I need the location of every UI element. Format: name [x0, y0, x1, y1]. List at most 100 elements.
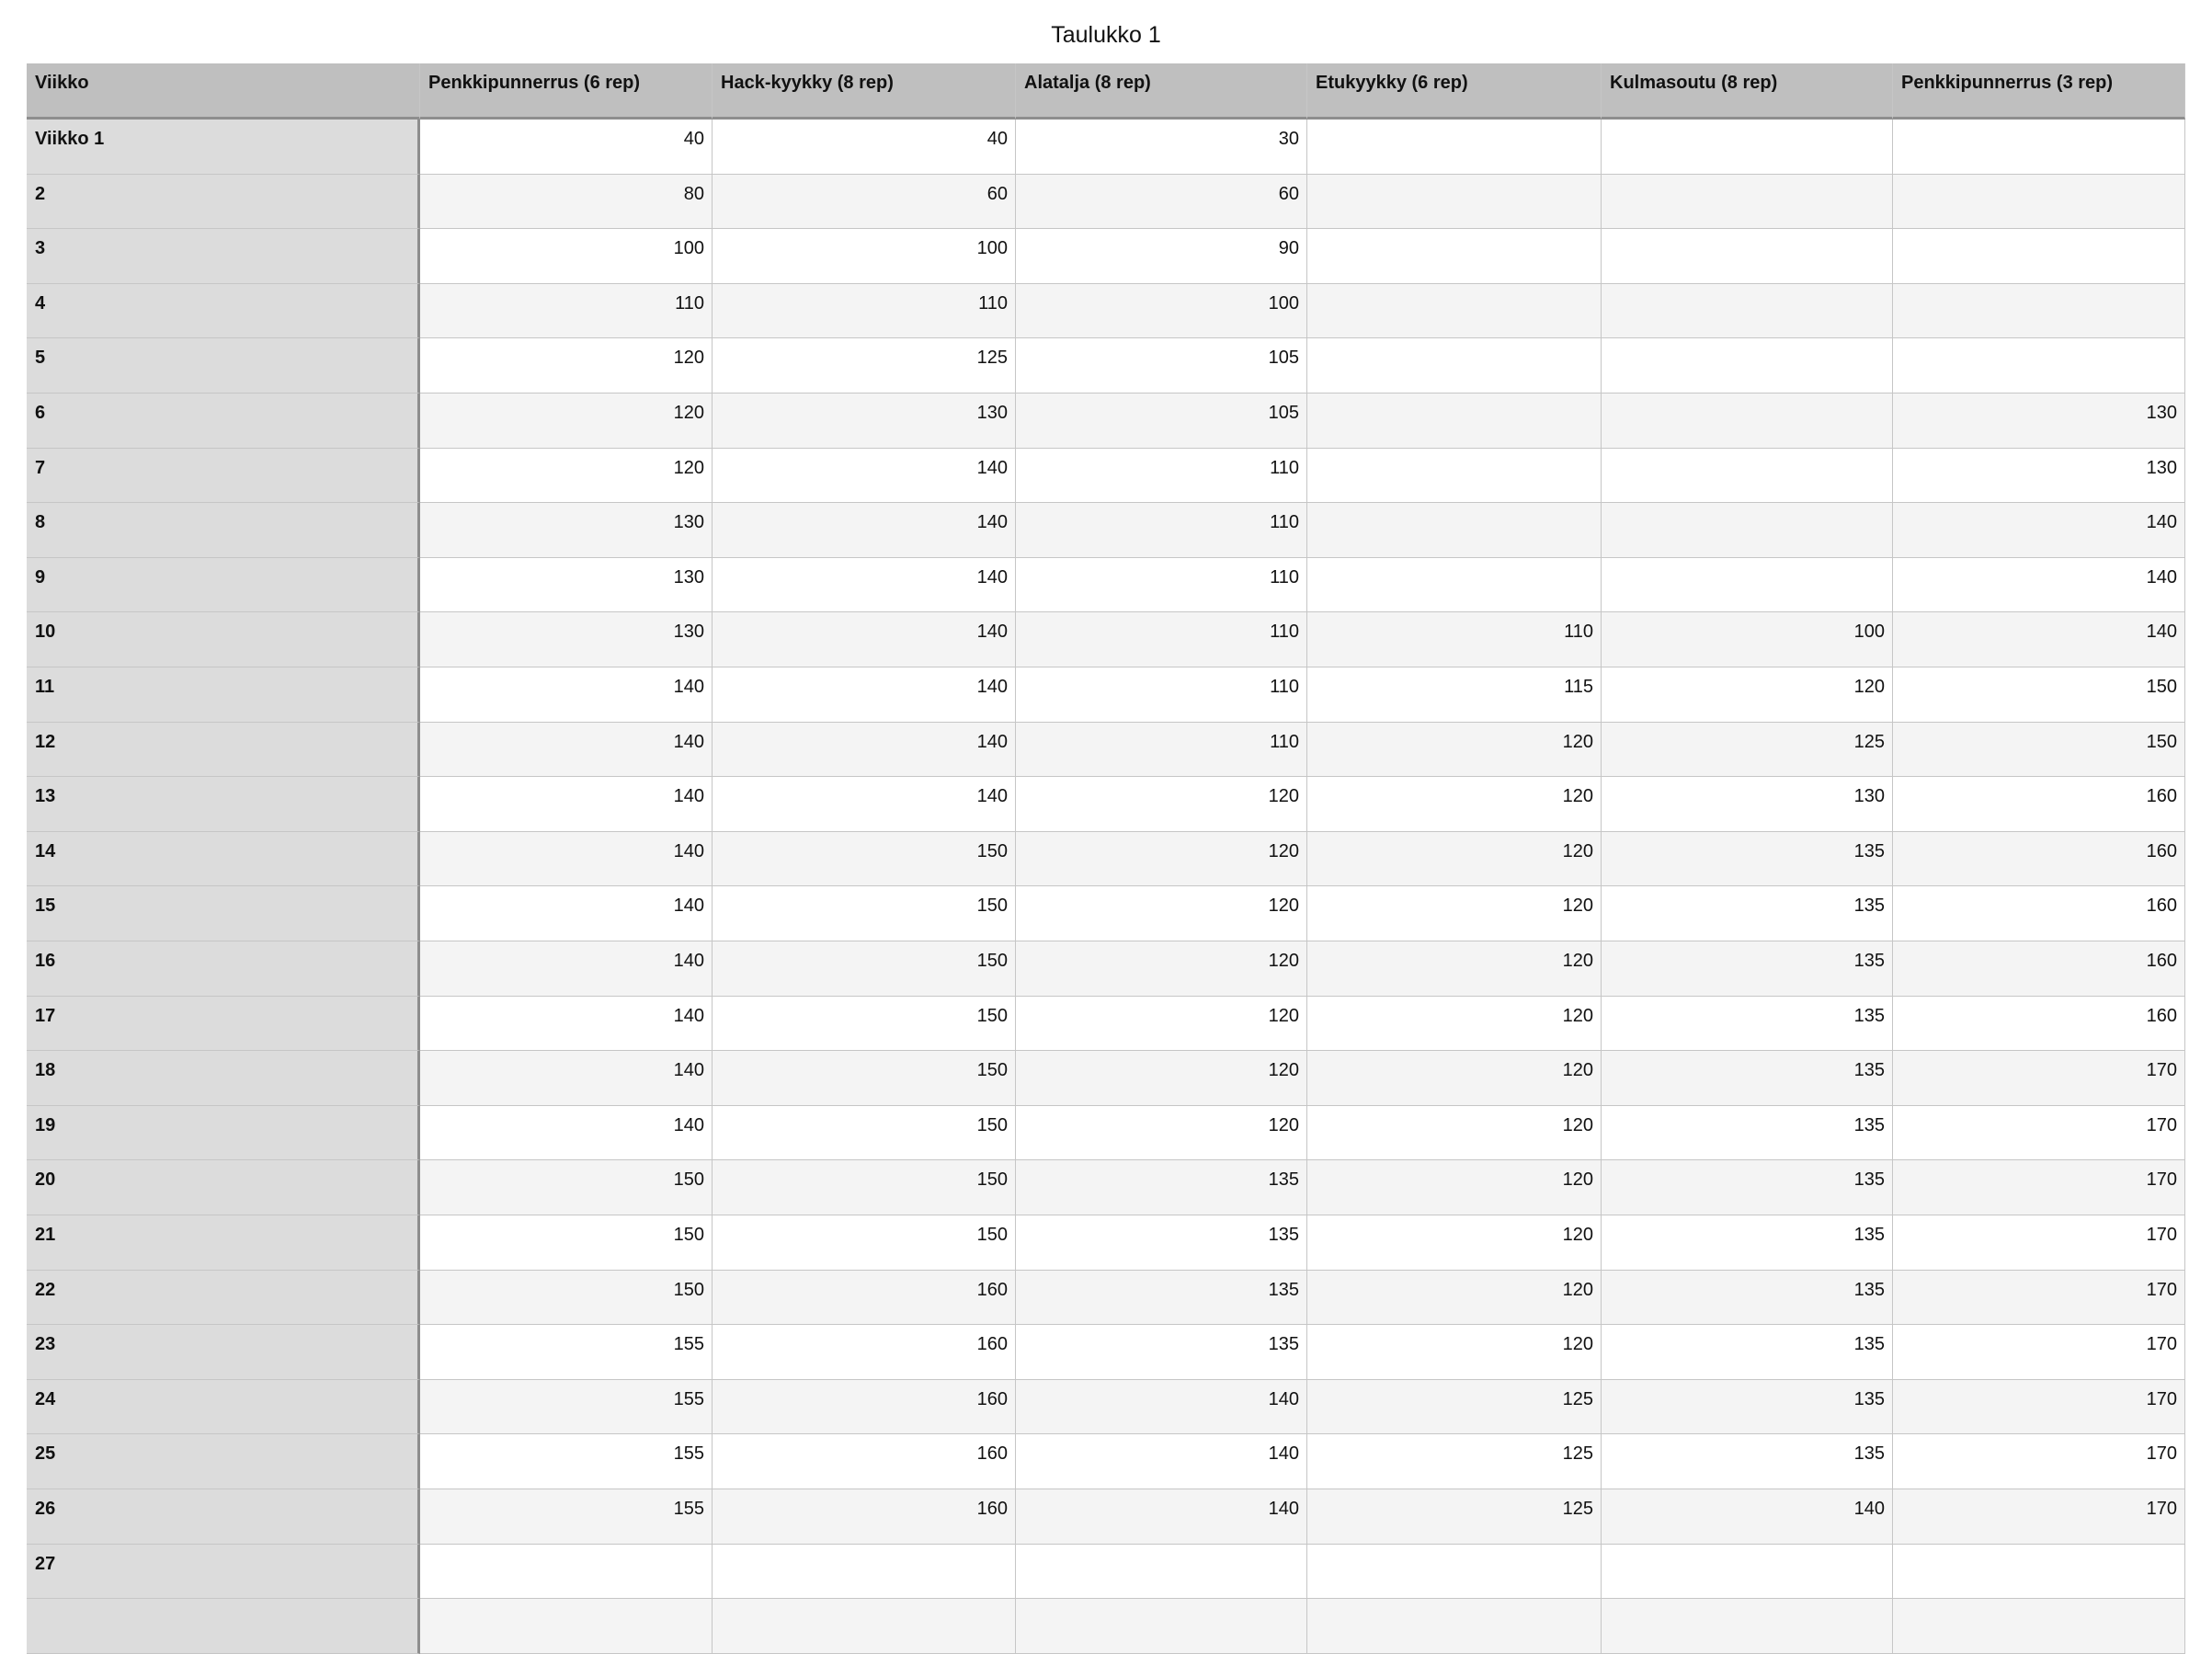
row-label: 18 [27, 1051, 420, 1106]
table-cell: 170 [1893, 1215, 2185, 1271]
row-label: 11 [27, 667, 420, 723]
table-cell: 110 [1016, 667, 1307, 723]
table-cell: 135 [1602, 1160, 1893, 1215]
row-label: 22 [27, 1270, 420, 1326]
table-cell [713, 1599, 1016, 1654]
row-label: 27 [27, 1544, 420, 1600]
table-cell: 160 [713, 1379, 1016, 1435]
table-cell: 140 [420, 1051, 713, 1106]
row-label: 3 [27, 229, 420, 284]
table-cell: 140 [420, 996, 713, 1052]
table-cell: 130 [420, 612, 713, 667]
table-cell: 150 [420, 1215, 713, 1271]
row-label: 21 [27, 1215, 420, 1271]
table-cell: 140 [1893, 612, 2185, 667]
table-cell: 105 [1016, 394, 1307, 449]
table-cell: 130 [1893, 448, 2185, 504]
table-cell: 110 [1016, 503, 1307, 558]
table-cell [1307, 448, 1602, 504]
table-cell: 140 [713, 777, 1016, 832]
table-cell: 135 [1602, 996, 1893, 1052]
row-label: 5 [27, 338, 420, 394]
table-cell: 140 [713, 667, 1016, 723]
table-cell: 135 [1602, 1051, 1893, 1106]
table-cell: 110 [1016, 612, 1307, 667]
table-cell [1602, 503, 1893, 558]
table-cell: 135 [1602, 1325, 1893, 1380]
table-cell: 140 [1016, 1489, 1307, 1545]
column-header: Hack-kyykky (8 rep) [713, 63, 1016, 120]
row-label: 10 [27, 612, 420, 667]
table-cell: 140 [420, 777, 713, 832]
table-cell: 80 [420, 174, 713, 230]
table-cell [1307, 174, 1602, 230]
table-cell: 120 [1016, 777, 1307, 832]
table-cell: 150 [420, 1270, 713, 1326]
table-cell: 140 [713, 503, 1016, 558]
table-cell: 115 [1307, 667, 1602, 723]
table-cell [1307, 229, 1602, 284]
table-cell [713, 1544, 1016, 1600]
table-cell [1602, 229, 1893, 284]
row-label: 15 [27, 886, 420, 941]
table-cell: 150 [1893, 667, 2185, 723]
table-cell: 135 [1602, 941, 1893, 997]
table-cell: 150 [713, 831, 1016, 887]
table-cell: 140 [420, 1105, 713, 1161]
table-cell: 135 [1016, 1270, 1307, 1326]
table-cell: 140 [420, 722, 713, 778]
table-cell: 140 [713, 722, 1016, 778]
table-cell: 140 [1016, 1434, 1307, 1489]
table-cell: 120 [1307, 1051, 1602, 1106]
table-cell: 140 [713, 557, 1016, 613]
table-cell: 135 [1016, 1160, 1307, 1215]
table-cell: 160 [1893, 941, 2185, 997]
table-cell [1307, 394, 1602, 449]
table-cell: 170 [1893, 1325, 2185, 1380]
table-cell: 40 [420, 120, 713, 175]
row-label: 4 [27, 283, 420, 339]
table-cell [1307, 1544, 1602, 1600]
table-cell [1602, 1599, 1893, 1654]
table-cell [1602, 557, 1893, 613]
table-cell: 140 [420, 941, 713, 997]
column-header: Viikko [27, 63, 420, 120]
table-cell: 170 [1893, 1489, 2185, 1545]
table-cell [1602, 174, 1893, 230]
table-cell: 135 [1602, 886, 1893, 941]
table-cell: 160 [1893, 831, 2185, 887]
table-cell: 140 [1602, 1489, 1893, 1545]
table-cell [1893, 338, 2185, 394]
table-cell: 120 [1016, 1105, 1307, 1161]
table-cell [1602, 338, 1893, 394]
table-cell: 100 [713, 229, 1016, 284]
table-cell: 100 [1602, 612, 1893, 667]
table-cell: 140 [1016, 1379, 1307, 1435]
table-cell: 40 [713, 120, 1016, 175]
row-label: 26 [27, 1489, 420, 1545]
column-header: Kulmasoutu (8 rep) [1602, 63, 1893, 120]
table-cell: 110 [713, 283, 1016, 339]
table-cell: 120 [1016, 831, 1307, 887]
row-label: 17 [27, 996, 420, 1052]
table-cell: 130 [1893, 394, 2185, 449]
table-cell: 150 [713, 941, 1016, 997]
row-label: 2 [27, 174, 420, 230]
table-cell: 125 [1307, 1489, 1602, 1545]
table-cell: 125 [713, 338, 1016, 394]
row-label: 7 [27, 448, 420, 504]
table-cell [1602, 394, 1893, 449]
table-cell [1307, 503, 1602, 558]
table-cell: 110 [420, 283, 713, 339]
table-cell [1893, 283, 2185, 339]
table-cell: 120 [1307, 1325, 1602, 1380]
table-cell [1602, 448, 1893, 504]
table-cell: 130 [713, 394, 1016, 449]
table-cell: 60 [1016, 174, 1307, 230]
table-cell: 120 [1307, 722, 1602, 778]
table-cell: 170 [1893, 1434, 2185, 1489]
table-cell [1307, 338, 1602, 394]
table-cell [1307, 283, 1602, 339]
table-title: Taulukko 1 [1051, 22, 1161, 48]
table-cell [1893, 174, 2185, 230]
